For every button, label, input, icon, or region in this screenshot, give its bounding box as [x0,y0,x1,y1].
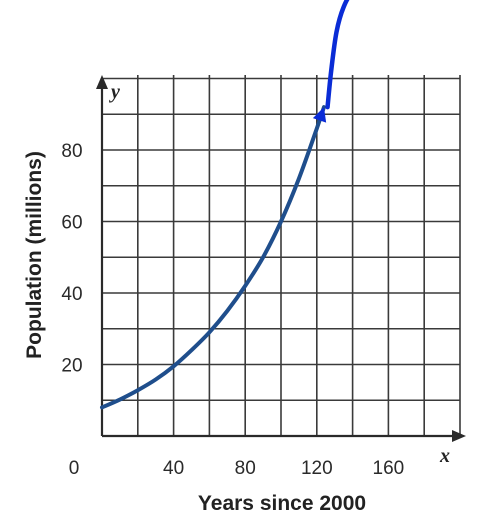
tick-labels: 0 40 80 120 160 20 40 60 80 [61,141,404,479]
x-tick-label: 80 [235,458,256,479]
y-tick-label: 20 [61,356,82,377]
x-tick-label: 160 [373,458,405,479]
x-axis-letter: x [439,445,450,467]
y-tick-label: 60 [61,213,82,234]
y-axis-arrow [96,75,108,89]
y-tick-label: 40 [61,284,82,305]
x-tick-label: 120 [301,458,333,479]
curve-arrowhead [312,107,327,123]
x-axis-title: Years since 2000 [198,492,366,515]
axes [96,75,466,442]
extension-curve [325,0,350,110]
population-curve [100,105,326,410]
y-axis-letter: y [109,81,120,103]
x-tick-label: 40 [163,458,184,479]
series [100,0,350,410]
x-tick-label: 0 [69,458,80,479]
x-axis-arrow [452,430,466,442]
y-tick-label: 80 [61,141,82,162]
grid [102,75,461,436]
y-axis-title: Population (millions) [23,151,46,359]
